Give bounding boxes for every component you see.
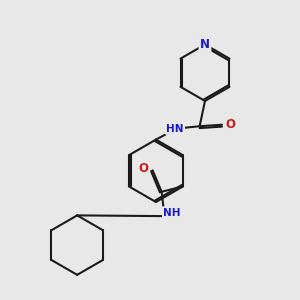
Text: N: N <box>200 38 210 51</box>
Text: NH: NH <box>163 208 181 218</box>
Text: O: O <box>139 162 149 176</box>
Text: O: O <box>225 118 235 131</box>
Text: HN: HN <box>166 124 184 134</box>
